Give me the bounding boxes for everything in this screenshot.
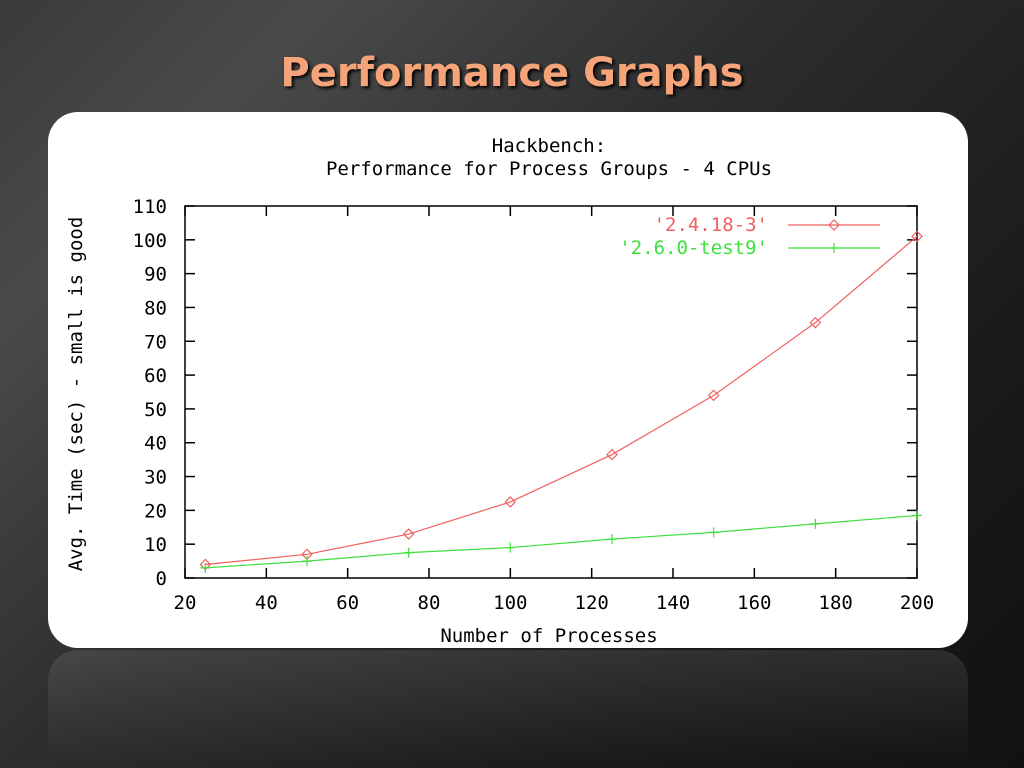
y-tick-label: 90 <box>144 264 167 286</box>
data-point <box>912 510 922 521</box>
chart-title: Hackbench: <box>492 135 606 157</box>
legend-label-2: '2.6.0-test9' <box>619 237 768 259</box>
data-point <box>809 316 822 329</box>
x-tick-label: 180 <box>819 592 853 614</box>
y-tick-label: 80 <box>144 297 167 319</box>
y-tick-label: 60 <box>144 365 167 387</box>
chart-card: Hackbench: Performance for Process Group… <box>48 112 968 648</box>
slide-title: Performance Graphs <box>280 50 744 96</box>
x-tick-label: 100 <box>493 592 527 614</box>
data-point <box>200 562 211 573</box>
y-tick-label: 30 <box>144 467 167 489</box>
data-point <box>607 534 617 545</box>
chart-subtitle: Performance for Process Groups - 4 CPUs <box>326 158 772 180</box>
x-tick-label: 20 <box>174 592 197 614</box>
y-tick-label: 100 <box>133 230 167 252</box>
plot-area: 0 10 20 30 40 50 60 70 80 90 100 110 20 40 60 80 100 120 1… <box>133 196 934 614</box>
x-tick-label: 140 <box>656 592 690 614</box>
x-axis-label: Number of Processes <box>440 625 657 647</box>
x-tick-label: 160 <box>737 592 771 614</box>
legend-marker <box>828 219 840 231</box>
data-point <box>402 528 415 540</box>
data-point <box>707 389 720 402</box>
y-tick-label: 50 <box>144 399 167 421</box>
x-tick-label: 120 <box>575 592 609 614</box>
data-point <box>302 556 312 567</box>
data-point <box>911 230 923 243</box>
y-tick-label: 20 <box>144 500 167 522</box>
y-axis-label: Avg. Time (sec) - small is good <box>65 217 87 572</box>
y-tick-label: 70 <box>144 331 167 353</box>
data-point <box>504 496 517 508</box>
series-line-1 <box>205 235 918 566</box>
data-point <box>606 448 618 461</box>
y-tick-label: 110 <box>133 196 167 218</box>
y-tick-label: 0 <box>156 568 167 590</box>
legend-marker <box>829 243 839 253</box>
card-reflection <box>48 650 968 768</box>
x-tick-label: 80 <box>418 592 441 614</box>
y-tick-label: 10 <box>144 534 167 556</box>
data-point <box>505 542 516 553</box>
x-tick-label: 60 <box>336 592 359 614</box>
x-tick-label: 200 <box>900 592 934 614</box>
legend-label-1: '2.4.18-3' <box>654 214 768 236</box>
data-point <box>810 518 821 529</box>
data-point <box>403 547 414 558</box>
y-tick-label: 40 <box>144 433 167 455</box>
line-chart: Hackbench: Performance for Process Group… <box>65 135 934 647</box>
x-tick-label: 40 <box>255 592 278 614</box>
plot-frame <box>184 205 918 579</box>
data-point <box>708 527 719 538</box>
series-line-2 <box>205 514 918 569</box>
